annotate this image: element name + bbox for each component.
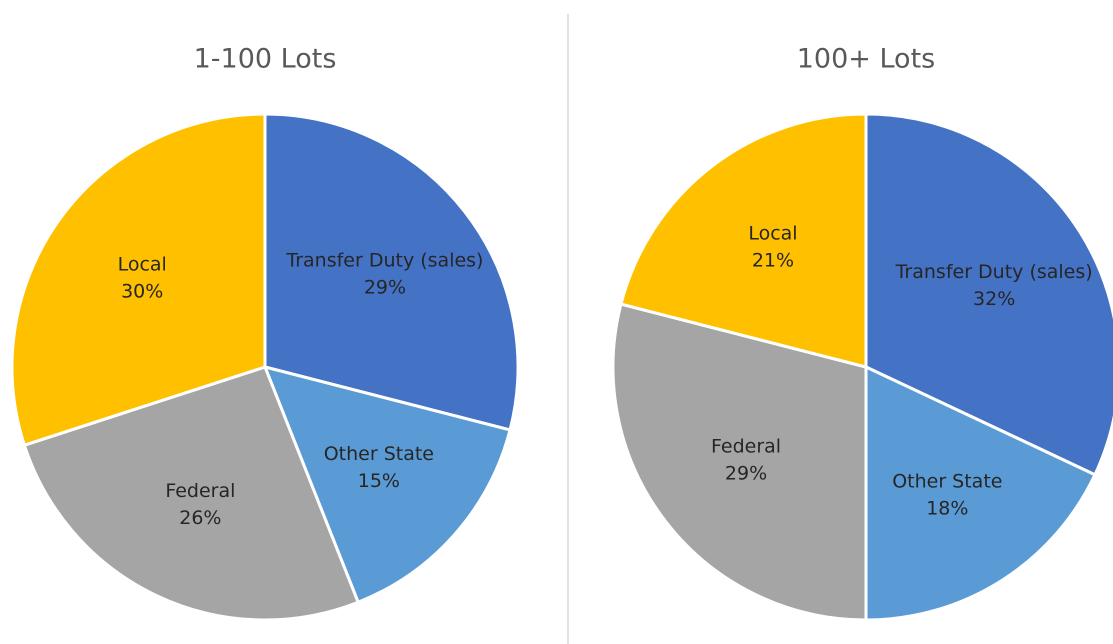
pie-slice: [22, 365, 361, 622]
slice-value-label: 15%: [358, 470, 400, 492]
slice-value-label: 26%: [179, 507, 221, 529]
slice-category-label: Other State: [892, 471, 1002, 493]
pie-slice: [262, 364, 512, 605]
pie-slice: [619, 112, 868, 369]
slice-category-label: Transfer Duty (sales): [285, 249, 483, 271]
slice-category-label: Local: [748, 223, 797, 245]
pie-chart: 1-100 Lots Transfer Duty (sales) 29% Other …: [10, 44, 520, 622]
pie-slice: [263, 112, 520, 432]
slice-value-label: 32%: [973, 288, 1015, 310]
pie-chart: 100+ Lots Transfer Duty (sales) 32% Other S…: [611, 44, 1113, 622]
slice-category-label: Local: [118, 253, 167, 275]
slice-value-label: 29%: [725, 463, 767, 485]
pie-slice: [10, 112, 267, 448]
pie-slice: [611, 302, 868, 622]
chart-title: 100+ Lots: [797, 44, 935, 75]
slice-category-label: Federal: [711, 436, 781, 458]
slice-category-label: Transfer Duty (sales): [895, 261, 1093, 283]
slice-value-label: 29%: [364, 276, 406, 298]
slice-value-label: 30%: [121, 280, 163, 302]
slice-category-label: Other State: [324, 443, 434, 465]
pie-slice: [864, 364, 1097, 622]
slice-value-label: 18%: [926, 498, 968, 520]
slice-category-label: Federal: [165, 480, 235, 502]
chart-title: 1-100 Lots: [194, 44, 337, 75]
pie-slice: [864, 112, 1113, 477]
slice-value-label: 21%: [752, 250, 794, 272]
